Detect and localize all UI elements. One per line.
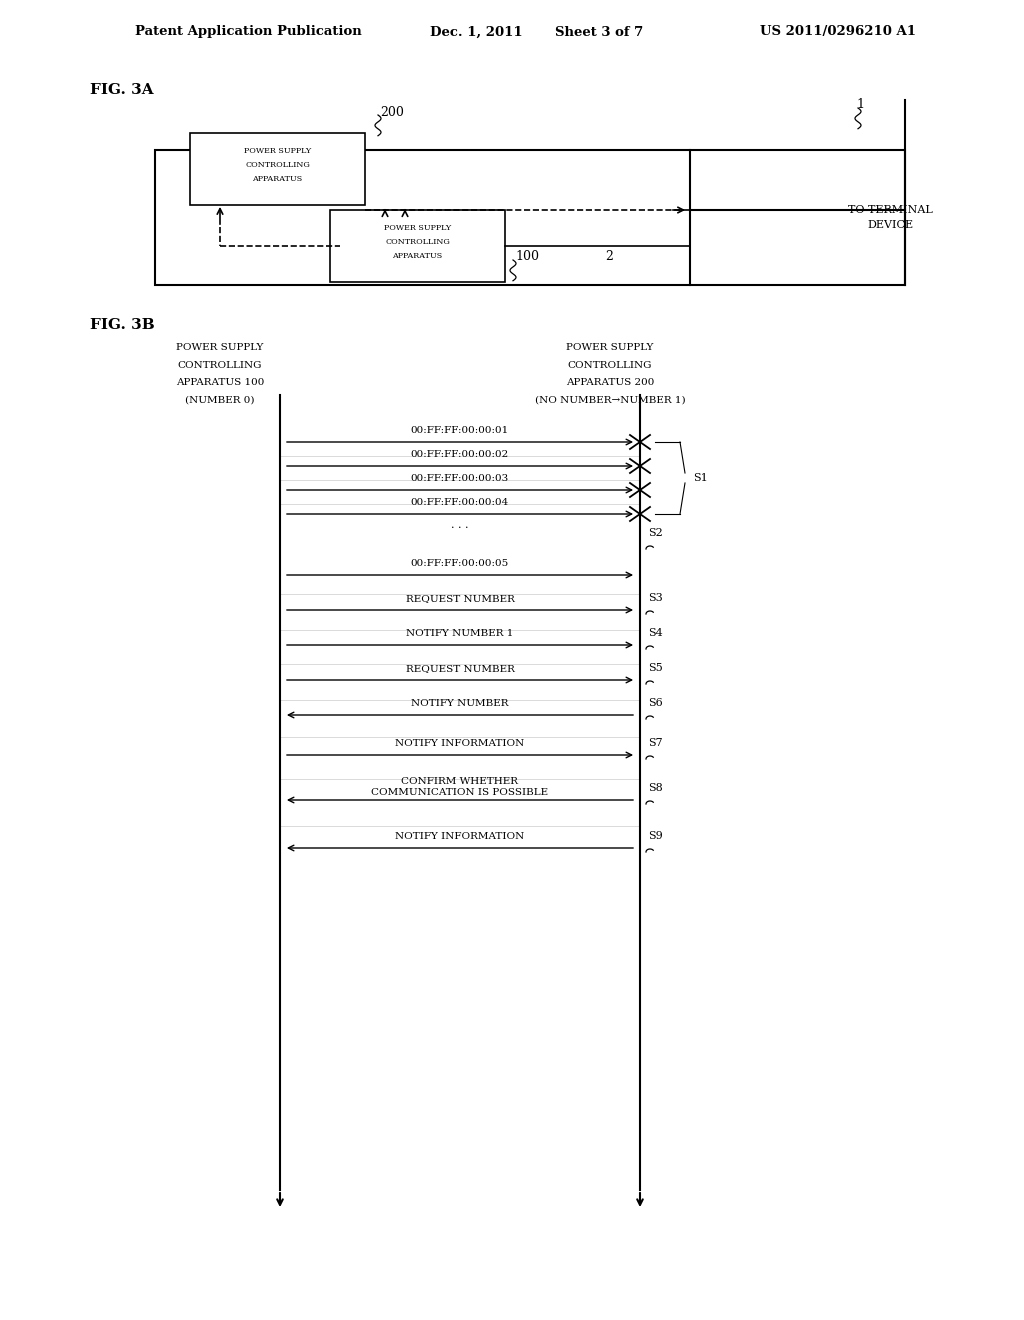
Text: 00:FF:FF:00:00:04: 00:FF:FF:00:00:04: [411, 498, 509, 507]
Bar: [330, 210, 505, 282]
Text: POWER SUPPLY: POWER SUPPLY: [384, 224, 452, 232]
Text: DEVICE: DEVICE: [867, 220, 913, 230]
Text: 1: 1: [856, 99, 864, 111]
Text: Sheet 3 of 7: Sheet 3 of 7: [555, 25, 643, 38]
Text: 2: 2: [605, 251, 613, 264]
Text: NOTIFY INFORMATION: NOTIFY INFORMATION: [395, 739, 524, 748]
Text: CONTROLLING: CONTROLLING: [385, 238, 450, 246]
Text: CONTROLLING: CONTROLLING: [245, 161, 310, 169]
Text: FIG. 3B: FIG. 3B: [90, 318, 155, 333]
Text: 00:FF:FF:00:00:02: 00:FF:FF:00:00:02: [411, 450, 509, 459]
Text: S4: S4: [648, 628, 663, 638]
Text: COMMUNICATION IS POSSIBLE: COMMUNICATION IS POSSIBLE: [372, 788, 549, 797]
Text: Patent Application Publication: Patent Application Publication: [135, 25, 361, 38]
Text: S6: S6: [648, 698, 663, 708]
Text: S2: S2: [648, 528, 663, 539]
Text: CONTROLLING: CONTROLLING: [567, 360, 652, 370]
Text: 00:FF:FF:00:00:03: 00:FF:FF:00:00:03: [411, 474, 509, 483]
Text: POWER SUPPLY: POWER SUPPLY: [176, 343, 264, 352]
Text: FIG. 3A: FIG. 3A: [90, 83, 154, 96]
Text: NOTIFY NUMBER: NOTIFY NUMBER: [412, 700, 509, 708]
Text: NOTIFY INFORMATION: NOTIFY INFORMATION: [395, 832, 524, 841]
Text: S8: S8: [648, 783, 663, 793]
Text: APPARATUS 200: APPARATUS 200: [566, 379, 654, 388]
Text: Dec. 1, 2011: Dec. 1, 2011: [430, 25, 522, 38]
Text: POWER SUPPLY: POWER SUPPLY: [566, 343, 653, 352]
Text: S3: S3: [648, 593, 663, 603]
Text: 00:FF:FF:00:00:01: 00:FF:FF:00:00:01: [411, 426, 509, 436]
Text: CONFIRM WHETHER: CONFIRM WHETHER: [401, 777, 518, 785]
Text: APPARATUS 100: APPARATUS 100: [176, 379, 264, 388]
Text: REQUEST NUMBER: REQUEST NUMBER: [406, 594, 514, 603]
Text: APPARATUS: APPARATUS: [252, 176, 303, 183]
Text: 00:FF:FF:00:00:05: 00:FF:FF:00:00:05: [411, 558, 509, 568]
Text: S7: S7: [648, 738, 663, 748]
Text: NOTIFY NUMBER 1: NOTIFY NUMBER 1: [407, 630, 514, 638]
Text: 100: 100: [515, 251, 539, 264]
Text: 200: 200: [380, 106, 403, 119]
Text: CONTROLLING: CONTROLLING: [178, 360, 262, 370]
Text: TO TERMINAL: TO TERMINAL: [848, 205, 933, 215]
Text: S9: S9: [648, 832, 663, 841]
Text: S5: S5: [648, 663, 663, 673]
Text: (NUMBER 0): (NUMBER 0): [185, 396, 255, 405]
Text: POWER SUPPLY: POWER SUPPLY: [244, 147, 311, 154]
Text: US 2011/0296210 A1: US 2011/0296210 A1: [760, 25, 916, 38]
Text: APPARATUS: APPARATUS: [392, 252, 442, 260]
Text: . . .: . . .: [452, 520, 469, 529]
Bar: [155, 150, 905, 285]
Bar: [190, 133, 365, 205]
Text: REQUEST NUMBER: REQUEST NUMBER: [406, 664, 514, 673]
Text: S1: S1: [693, 473, 708, 483]
Text: (NO NUMBER→NUMBER 1): (NO NUMBER→NUMBER 1): [535, 396, 685, 405]
